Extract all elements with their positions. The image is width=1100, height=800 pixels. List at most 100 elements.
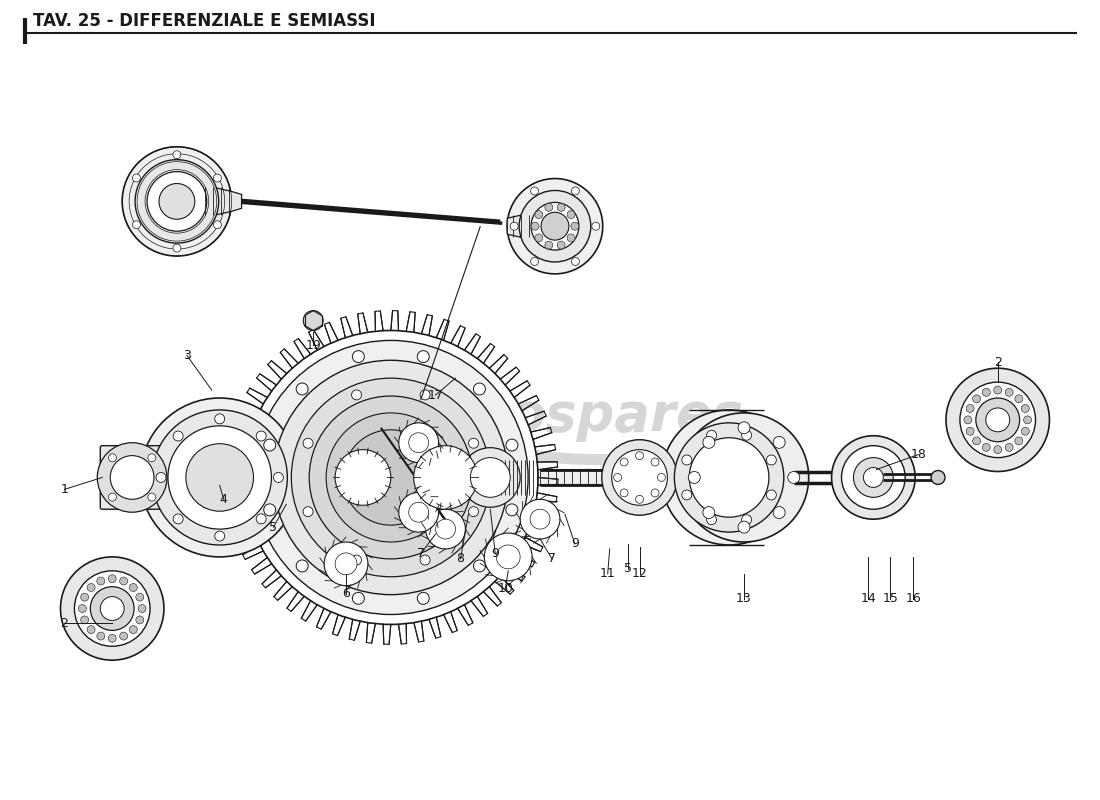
Circle shape	[414, 446, 477, 510]
Circle shape	[614, 474, 622, 482]
Circle shape	[982, 388, 990, 396]
Text: 5: 5	[270, 521, 277, 534]
Circle shape	[469, 506, 478, 517]
Circle shape	[680, 413, 808, 542]
Text: 16: 16	[905, 592, 921, 605]
Circle shape	[1015, 395, 1023, 402]
Circle shape	[1005, 443, 1013, 451]
Circle shape	[773, 436, 785, 448]
Circle shape	[343, 430, 439, 525]
Circle shape	[243, 330, 538, 625]
Circle shape	[309, 396, 472, 559]
Text: 19: 19	[306, 339, 321, 352]
Circle shape	[80, 593, 89, 601]
Circle shape	[651, 458, 659, 466]
Circle shape	[122, 146, 232, 256]
Polygon shape	[507, 212, 543, 240]
Circle shape	[352, 592, 364, 604]
Circle shape	[506, 504, 518, 516]
Circle shape	[530, 187, 539, 195]
Circle shape	[461, 448, 520, 507]
Circle shape	[473, 560, 485, 572]
Circle shape	[173, 244, 180, 252]
Circle shape	[571, 222, 579, 230]
Circle shape	[530, 258, 539, 266]
Circle shape	[75, 571, 150, 646]
Text: 6: 6	[342, 587, 350, 600]
Circle shape	[471, 458, 510, 498]
Circle shape	[409, 502, 429, 522]
Circle shape	[152, 410, 287, 545]
Circle shape	[409, 433, 429, 453]
Circle shape	[326, 413, 455, 542]
Circle shape	[160, 183, 195, 219]
Circle shape	[972, 437, 980, 445]
Circle shape	[274, 473, 284, 482]
Circle shape	[420, 390, 430, 400]
Circle shape	[135, 593, 144, 601]
Circle shape	[535, 210, 543, 218]
Circle shape	[682, 490, 692, 500]
Text: 11: 11	[600, 567, 616, 580]
Circle shape	[324, 542, 367, 586]
Text: 2: 2	[60, 617, 68, 630]
Circle shape	[568, 210, 575, 218]
Circle shape	[788, 471, 800, 483]
Circle shape	[186, 444, 253, 511]
Text: ospares: ospares	[509, 390, 744, 442]
Circle shape	[120, 577, 128, 585]
Circle shape	[173, 514, 183, 524]
Circle shape	[110, 456, 154, 499]
Circle shape	[519, 190, 591, 262]
Circle shape	[592, 222, 600, 230]
Circle shape	[1005, 388, 1013, 396]
Circle shape	[531, 202, 579, 250]
Circle shape	[484, 533, 532, 581]
Circle shape	[256, 431, 266, 441]
Circle shape	[469, 438, 478, 448]
Circle shape	[292, 378, 491, 577]
Circle shape	[966, 427, 975, 435]
Circle shape	[336, 553, 358, 574]
Circle shape	[108, 574, 117, 582]
Circle shape	[1021, 427, 1030, 435]
Circle shape	[658, 474, 666, 482]
Circle shape	[173, 150, 180, 158]
Circle shape	[993, 446, 1002, 454]
Circle shape	[108, 634, 117, 642]
Circle shape	[706, 430, 716, 440]
Circle shape	[703, 436, 715, 448]
Text: 12: 12	[631, 567, 648, 580]
Circle shape	[530, 510, 550, 529]
Circle shape	[418, 459, 453, 495]
Circle shape	[100, 597, 124, 621]
Circle shape	[966, 405, 975, 413]
Circle shape	[842, 446, 905, 510]
Text: TAV. 25 - DIFFERENZIALE E SEMIASSI: TAV. 25 - DIFFERENZIALE E SEMIASSI	[33, 11, 375, 30]
FancyBboxPatch shape	[100, 446, 220, 510]
Circle shape	[90, 586, 134, 630]
Circle shape	[1024, 416, 1032, 424]
Circle shape	[946, 368, 1049, 471]
Circle shape	[214, 531, 224, 541]
Polygon shape	[197, 183, 242, 219]
Circle shape	[173, 431, 183, 441]
Circle shape	[741, 430, 751, 440]
Circle shape	[506, 439, 518, 451]
Circle shape	[520, 499, 560, 539]
Text: 15: 15	[882, 592, 899, 605]
Circle shape	[120, 632, 128, 640]
Circle shape	[541, 212, 569, 240]
Circle shape	[213, 221, 221, 229]
Circle shape	[690, 438, 769, 517]
Circle shape	[420, 555, 430, 565]
Circle shape	[496, 545, 520, 569]
Circle shape	[767, 490, 777, 500]
Circle shape	[296, 560, 308, 572]
Text: 9: 9	[571, 538, 579, 550]
Circle shape	[674, 423, 784, 532]
Circle shape	[97, 442, 167, 512]
Circle shape	[214, 414, 224, 424]
Circle shape	[87, 626, 95, 634]
Circle shape	[135, 616, 144, 624]
